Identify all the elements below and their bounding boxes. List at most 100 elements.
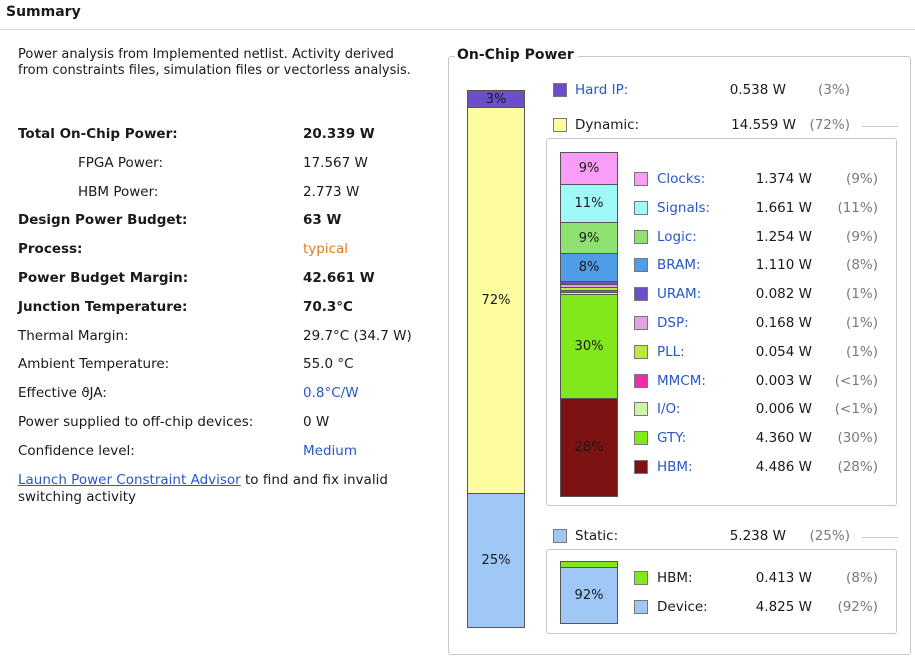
- static-segment-label: 92%: [574, 588, 604, 603]
- dynamic-segment-label: 28%: [574, 440, 604, 455]
- dynamic-hbm-swatch: [634, 460, 648, 474]
- summary-value-total-on-chip-power: 20.339 W: [303, 126, 375, 142]
- on-chip-power-bar: 3% 72% 25%: [467, 90, 525, 628]
- dynamic-clocks-label[interactable]: Clocks:: [657, 171, 706, 187]
- dynamic-pll-value: 0.054 W: [755, 343, 812, 360]
- dynamic-gty-percent: (30%): [837, 430, 878, 447]
- static-segment-hbm: [561, 562, 617, 567]
- static-swatch: [553, 529, 567, 543]
- dynamic-segment-hbm: 28%: [561, 398, 617, 496]
- dynamic-mmcm-label[interactable]: MMCM:: [657, 372, 706, 389]
- dynamic-bram-label[interactable]: BRAM:: [657, 257, 701, 274]
- static-hbm-percent: (8%): [846, 570, 878, 586]
- summary-label-confidence-level: Confidence level:: [18, 442, 135, 459]
- dynamic-uram-percent: (1%): [846, 286, 878, 303]
- static-hbm-swatch: [634, 571, 648, 585]
- launch-advisor-text: Launch Power Constraint Advisor to find …: [18, 472, 418, 506]
- dynamic-i-o-swatch: [634, 402, 648, 417]
- on-chip-power-title: On-Chip Power: [455, 47, 578, 63]
- static-segment-device: 92%: [561, 567, 617, 623]
- dynamic-segment-signals: 11%: [561, 184, 617, 222]
- summary-label-hbm-power: HBM Power:: [78, 183, 159, 200]
- dynamic-breakdown-box: [546, 138, 897, 506]
- dynamic-uram-swatch: [634, 287, 648, 302]
- dynamic-label: Dynamic:: [575, 117, 640, 133]
- dynamic-divider: [862, 126, 898, 127]
- hard-ip-swatch: [553, 83, 567, 97]
- dynamic-clocks-value: 1.374 W: [755, 171, 812, 187]
- static-hbm-label: HBM:: [657, 570, 693, 586]
- static-hbm-value: 0.413 W: [755, 570, 812, 586]
- summary-label-power-supplied-to-off-chip-devices: Power supplied to off-chip devices:: [18, 414, 254, 430]
- summary-label-design-power-budget: Design Power Budget:: [18, 212, 188, 229]
- dynamic-signals-label[interactable]: Signals:: [657, 199, 711, 216]
- dynamic-segment-label: 11%: [574, 196, 604, 211]
- dynamic-mmcm-percent: (<1%): [834, 372, 878, 389]
- summary-value-process: typical: [303, 241, 349, 258]
- dynamic-pll-swatch: [634, 344, 648, 359]
- dynamic-logic-label[interactable]: Logic:: [657, 228, 697, 245]
- dynamic-segment-i-o: [561, 292, 617, 294]
- dynamic-signals-percent: (11%): [837, 199, 878, 216]
- launch-power-constraint-advisor-link[interactable]: Launch Power Constraint Advisor: [18, 472, 241, 488]
- hard-ip-label[interactable]: Hard IP:: [575, 82, 629, 98]
- dynamic-pll-label[interactable]: PLL:: [657, 343, 685, 360]
- static-device-swatch: [634, 599, 648, 614]
- summary-value-ambient-temperature: 55.0 °C: [303, 356, 354, 373]
- summary-label-thermal-margin: Thermal Margin:: [18, 327, 129, 344]
- summary-label-junction-temperature: Junction Temperature:: [18, 298, 188, 315]
- summary-label-power-budget-margin: Power Budget Margin:: [18, 270, 189, 286]
- summary-value-power-budget-margin: 42.661 W: [303, 270, 375, 286]
- dynamic-swatch: [553, 118, 567, 132]
- dynamic-clocks-percent: (9%): [846, 171, 878, 187]
- dynamic-mmcm-swatch: [634, 373, 648, 388]
- on-chip-segment-hard-ip: 3%: [468, 91, 524, 107]
- dynamic-segment-clocks: 9%: [561, 153, 617, 184]
- dynamic-logic-swatch: [634, 229, 648, 244]
- dynamic-gty-value: 4.360 W: [755, 430, 812, 447]
- dynamic-i-o-label[interactable]: I/O:: [657, 401, 681, 418]
- dynamic-segment-dsp: [561, 284, 617, 287]
- dynamic-uram-value: 0.082 W: [755, 286, 812, 303]
- summary-value-hbm-power: 2.773 W: [303, 183, 360, 200]
- on-chip-segment-dynamic: 72%: [468, 107, 524, 493]
- static-value: 5.238 W: [729, 528, 786, 544]
- hard-ip-percent: (3%): [818, 82, 850, 98]
- summary-value-junction-temperature: 70.3°C: [303, 298, 353, 315]
- summary-value-fpga-power: 17.567 W: [303, 154, 368, 171]
- summary-label-ambient-temperature: Ambient Temperature:: [18, 356, 170, 373]
- dynamic-bram-percent: (8%): [846, 257, 878, 274]
- dynamic-value: 14.559 W: [731, 117, 796, 133]
- dynamic-segment-uram: [561, 281, 617, 284]
- summary-value-confidence-level[interactable]: Medium: [303, 442, 357, 459]
- dynamic-i-o-value: 0.006 W: [755, 401, 812, 418]
- dynamic-segment-pll: [561, 287, 617, 290]
- dynamic-segment-label: 30%: [574, 339, 604, 354]
- dynamic-signals-swatch: [634, 200, 648, 215]
- dynamic-hbm-value: 4.486 W: [755, 459, 812, 475]
- dynamic-segment-label: 9%: [578, 230, 600, 246]
- dynamic-uram-label[interactable]: URAM:: [657, 286, 702, 303]
- summary-label-fpga-power: FPGA Power:: [78, 154, 164, 171]
- dynamic-bram-value: 1.110 W: [755, 257, 812, 274]
- dynamic-i-o-percent: (<1%): [834, 401, 878, 418]
- summary-value-power-supplied-to-off-chip-devices: 0 W: [303, 414, 330, 430]
- dynamic-gty-label[interactable]: GTY:: [657, 430, 687, 447]
- summary-title: Summary: [6, 4, 81, 20]
- on-chip-segment-static: 25%: [468, 493, 524, 627]
- summary-value-effective-ja[interactable]: 0.8°C/W: [303, 385, 359, 402]
- dynamic-clocks-swatch: [634, 172, 648, 186]
- dynamic-breakdown-bar: 9% 11% 9% 8% 30% 28%: [560, 152, 618, 497]
- dynamic-segment-label: 8%: [578, 260, 600, 275]
- dynamic-bram-swatch: [634, 258, 648, 273]
- dynamic-dsp-percent: (1%): [846, 315, 878, 331]
- dynamic-pll-percent: (1%): [846, 343, 878, 360]
- dynamic-dsp-value: 0.168 W: [755, 315, 812, 331]
- static-percent: (25%): [809, 528, 850, 544]
- static-divider: [862, 537, 898, 538]
- dynamic-dsp-label[interactable]: DSP:: [657, 315, 689, 331]
- dynamic-dsp-swatch: [634, 316, 648, 330]
- launch-advisor-rest: to find and fix invalid switching activi…: [18, 472, 388, 505]
- dynamic-hbm-label[interactable]: HBM:: [657, 459, 693, 475]
- dynamic-segment-logic: 9%: [561, 222, 617, 253]
